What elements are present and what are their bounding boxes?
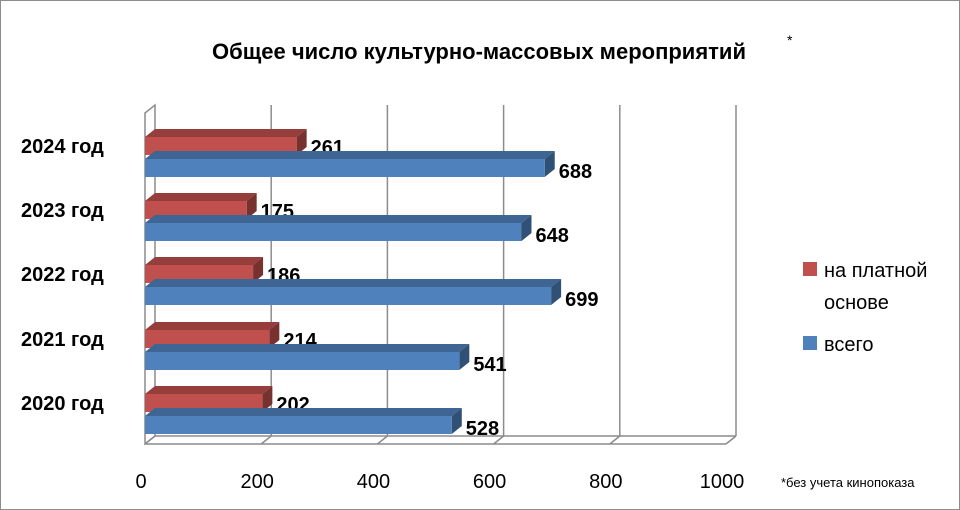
x-tick-label: 400	[357, 471, 390, 493]
bar-paid	[145, 386, 273, 412]
legend-swatch	[803, 262, 817, 276]
floor-gridline	[493, 435, 505, 445]
legend-swatch	[803, 336, 817, 350]
data-label-total: 699	[565, 289, 598, 311]
bar-paid	[145, 322, 280, 348]
bar-paid	[145, 193, 257, 219]
chart-title-footnote-mark: *	[787, 32, 793, 48]
bar-paid	[145, 129, 307, 155]
bar-total	[145, 215, 532, 241]
legend-label: всего	[824, 334, 874, 356]
chart-title: Общее число культурно-массовых мероприят…	[212, 39, 746, 64]
y-category-label: 2024 год	[21, 136, 104, 158]
data-label-total: 528	[466, 418, 499, 440]
y-category-label: 2021 год	[21, 329, 104, 351]
x-tick-label: 200	[241, 471, 274, 493]
floor-gridline	[144, 435, 156, 445]
legend: на платной основе всего	[803, 260, 927, 356]
data-label-total: 648	[535, 225, 568, 247]
floor-gridline	[609, 435, 621, 445]
bar-total	[145, 408, 462, 434]
x-tick-label: 0	[135, 471, 146, 493]
data-label-total: 541	[473, 354, 506, 376]
bar-total	[145, 151, 555, 177]
y-category-label: 2022 год	[21, 264, 104, 286]
footnote: *без учета кинопоказа	[781, 475, 915, 490]
y-category-label: 2020 год	[21, 393, 104, 415]
x-tick-label: 800	[589, 471, 622, 493]
data-label-total: 688	[559, 161, 592, 183]
floor-gridline	[260, 435, 272, 445]
legend-label: на платной	[824, 260, 927, 282]
floor-gridline	[376, 435, 388, 445]
y-category-label: 2023 год	[21, 200, 104, 222]
legend-label: основе	[824, 292, 889, 314]
floor-gridline	[725, 435, 737, 445]
bar-total	[145, 344, 470, 370]
x-tick-label: 600	[473, 471, 506, 493]
bar-total	[145, 279, 562, 305]
x-tick-label: 1000	[700, 471, 745, 493]
bar-paid	[145, 257, 264, 283]
